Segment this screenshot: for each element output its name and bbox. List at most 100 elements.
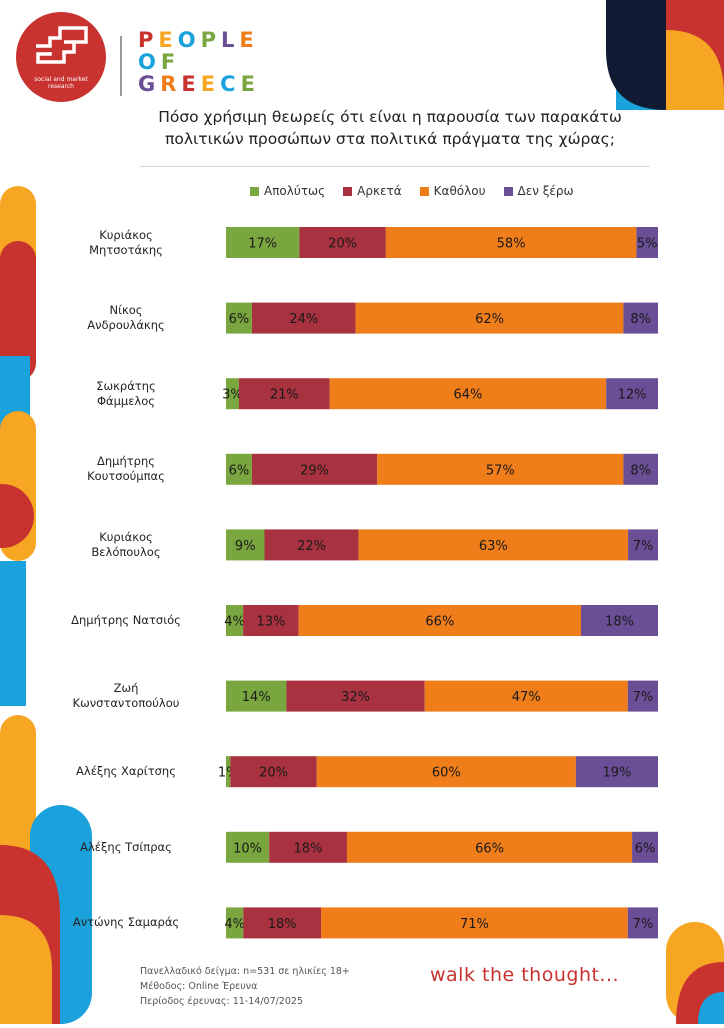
category-label-8: Αλέξης Τσίπρας	[36, 840, 216, 855]
bar-den-xero-4	[628, 529, 658, 561]
bar-katholou-8	[346, 831, 633, 863]
category-label-7: Αλέξης Χαρίτσης	[36, 764, 216, 779]
category-label-line: Αλέξης Τσίπρας	[80, 839, 172, 854]
legend-item-den-xero: Δεν ξέρω	[503, 184, 574, 198]
logo-tagline: social and market research	[16, 76, 106, 90]
brand-line-3: GREECE	[138, 72, 260, 96]
data-label-apolytos-4: 9%	[235, 539, 256, 554]
bar-den-xero-7	[575, 756, 658, 788]
top-right-decoration	[606, 0, 724, 110]
category-label-1: Νίκος Ανδρουλάκης	[36, 303, 216, 333]
data-label-arketa-3: 29%	[300, 463, 329, 478]
footer-method: Μέθοδος: Online Έρευνα	[140, 981, 258, 992]
data-label-den-xero-5: 18%	[605, 615, 634, 630]
bar-den-xero-3	[623, 453, 658, 485]
data-label-arketa-1: 24%	[289, 312, 318, 327]
data-label-arketa-8: 18%	[294, 841, 323, 856]
legend-swatch-apolytos	[250, 186, 259, 196]
data-label-arketa-6: 32%	[341, 690, 370, 705]
bar-den-xero-8	[632, 831, 658, 863]
data-label-katholou-5: 66%	[425, 615, 454, 630]
bar-apolytos-8	[226, 831, 270, 863]
legend-swatch-arketa	[343, 186, 353, 196]
legend-swatch-den-xero	[503, 186, 513, 196]
legend-label-arketa: Αρκετά	[357, 184, 402, 198]
category-label-line: Ανδρουλάκης	[87, 318, 165, 333]
category-label-line: Αλέξης Χαρίτσης	[76, 764, 176, 779]
category-label-line: Δημήτρης	[96, 454, 156, 469]
chart-title: Πόσο χρήσιμη θεωρείς ότι είναι η παρουσί…	[140, 106, 640, 150]
category-label-line: Μητσοτάκης	[89, 242, 163, 257]
bar-apolytos-5	[226, 605, 244, 636]
category-label-0: Κυριάκος Μητσοτάκης	[36, 228, 216, 258]
bar-arketa-0	[299, 227, 386, 258]
category-label-2: Σωκράτης Φάμμελος	[36, 379, 216, 409]
data-label-den-xero-8: 6%	[635, 841, 656, 856]
chart-title-line2: πολιτικών προσώπων στα πολιτικά πράγματα…	[165, 130, 615, 148]
brand-line-2: OF	[138, 50, 181, 74]
data-label-apolytos-2: 3%	[222, 388, 243, 403]
category-label-line: Κωνσταντοπούλου	[72, 696, 180, 711]
bar-katholou-1	[355, 302, 624, 334]
category-label-line: Ζωή	[113, 681, 139, 696]
bar-den-xero-1	[623, 302, 658, 334]
data-label-katholou-6: 47%	[512, 690, 541, 705]
data-label-den-xero-6: 7%	[633, 690, 654, 705]
data-label-apolytos-5: 4%	[224, 615, 245, 630]
bar-apolytos-6	[226, 680, 287, 712]
bar-katholou-9	[321, 907, 628, 939]
logo-mark-icon	[36, 26, 88, 64]
data-label-arketa-5: 13%	[256, 615, 285, 630]
bar-arketa-3	[251, 453, 378, 485]
bar-apolytos-9	[226, 907, 244, 939]
category-label-line: Κυριάκος	[99, 529, 153, 544]
bar-katholou-4	[358, 529, 629, 561]
data-label-katholou-9: 71%	[460, 917, 489, 932]
bar-katholou-0	[385, 227, 637, 258]
bar-apolytos-1	[226, 302, 252, 334]
bar-arketa-9	[243, 907, 322, 939]
chart-title-line1: Πόσο χρήσιμη θεωρείς ότι είναι η παρουσί…	[158, 108, 622, 126]
category-label-line: Κυριάκος	[99, 227, 153, 242]
bar-arketa-5	[243, 605, 299, 636]
legend-item-apolytos: Απολύτως	[250, 184, 325, 198]
bar-apolytos-3	[226, 453, 252, 485]
category-label-5: Δημήτρης Νατσιός	[36, 613, 216, 628]
bottom-right-decoration	[662, 922, 724, 1024]
bar-den-xero-2	[606, 378, 658, 410]
bar-apolytos-0	[226, 227, 300, 258]
data-label-den-xero-9: 7%	[633, 917, 654, 932]
left-decoration-top	[0, 186, 36, 706]
title-divider	[140, 166, 650, 167]
bar-den-xero-0	[636, 227, 658, 258]
bar-apolytos-4	[226, 529, 265, 561]
data-label-arketa-2: 21%	[270, 388, 299, 403]
bar-arketa-7	[230, 756, 317, 788]
bar-apolytos-7	[226, 756, 231, 788]
bar-arketa-6	[286, 680, 425, 712]
data-label-katholou-4: 63%	[479, 539, 508, 554]
bar-katholou-7	[316, 756, 576, 788]
bar-arketa-1	[251, 302, 356, 334]
footer-period: Περίοδος έρευνας: 11-14/07/2025	[140, 996, 303, 1007]
logo-divider	[120, 36, 122, 96]
data-label-apolytos-1: 6%	[229, 312, 250, 327]
data-label-apolytos-8: 10%	[233, 841, 262, 856]
bar-arketa-2	[238, 378, 330, 410]
data-label-katholou-2: 64%	[453, 388, 482, 403]
category-label-4: Κυριάκος Βελόπουλος	[36, 530, 216, 560]
chart-legend: Απολύτως Αρκετά Καθόλου Δεν ξέρω	[250, 184, 574, 198]
legend-label-den-xero: Δεν ξέρω	[517, 184, 574, 198]
category-label-line: Αντώνης Σαμαράς	[72, 915, 180, 930]
data-label-katholou-3: 57%	[486, 463, 515, 478]
legend-item-katholou: Καθόλου	[419, 184, 486, 198]
bar-arketa-4	[264, 529, 359, 561]
bar-katholou-5	[298, 605, 582, 636]
category-label-6: Ζωή Κωνσταντοπούλου	[36, 681, 216, 711]
footer-sample: Πανελλαδικό δείγμα: n=531 σε ηλικίες 18+	[140, 966, 350, 977]
brand-logo: social and market research	[16, 12, 106, 102]
data-label-den-xero-7: 19%	[603, 766, 632, 781]
data-label-apolytos-9: 4%	[224, 917, 245, 932]
logo-tagline-line2: research	[48, 83, 74, 90]
